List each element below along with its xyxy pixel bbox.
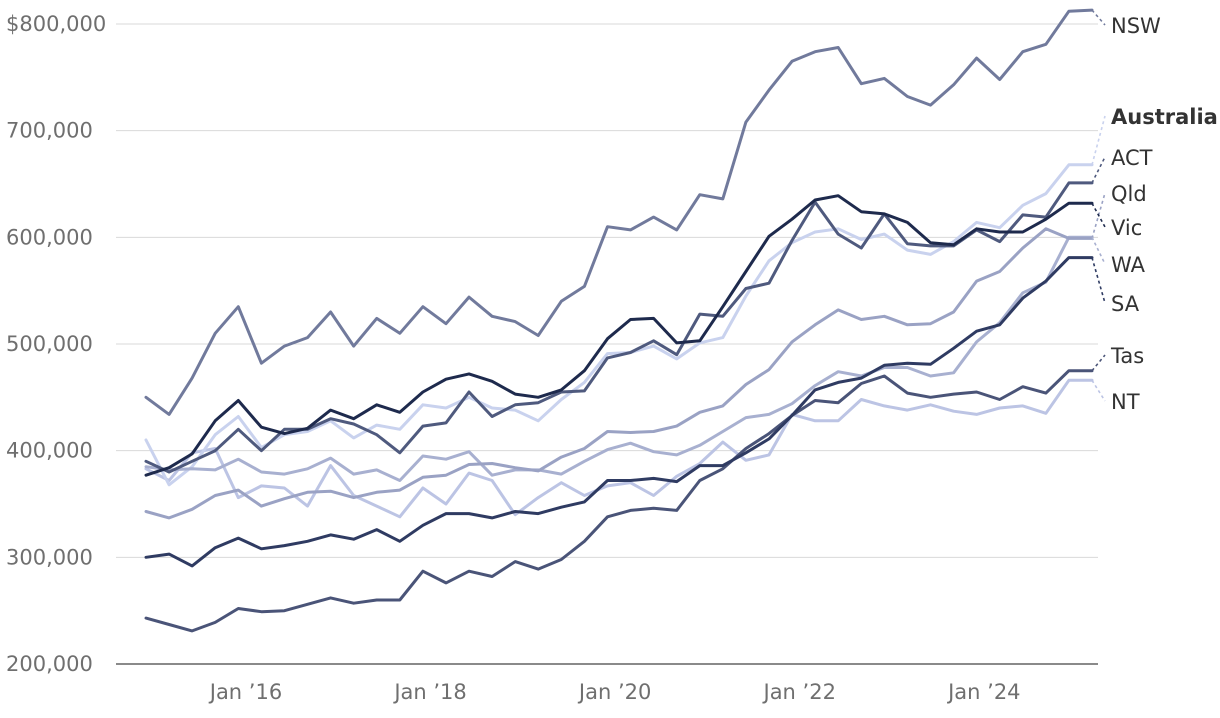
x-tick-label: Jan ’18: [392, 680, 466, 704]
leader-line-nsw: [1091, 9, 1106, 26]
leader-line-wa: [1091, 236, 1106, 265]
y-tick-label: $800,000: [6, 12, 106, 36]
series-lines: [144, 8, 1094, 633]
leader-line-qld: [1091, 192, 1106, 239]
series-label-vic: Vic: [1111, 216, 1142, 240]
series-label-nsw: NSW: [1111, 14, 1161, 38]
series-label-wa: WA: [1111, 253, 1146, 277]
leader-line-vic: [1091, 202, 1106, 228]
series-label-qld: Qld: [1111, 182, 1147, 206]
leader-line-sa: [1091, 257, 1106, 304]
series-line-sa: [144, 256, 1094, 568]
label-leaders: [1091, 9, 1106, 402]
x-tick-label: Jan ’16: [208, 680, 282, 704]
series-line-nsw: [144, 8, 1094, 416]
leader-line-australia: [1091, 115, 1106, 166]
series-line-nt: [144, 378, 1094, 519]
series-label-act: ACT: [1111, 146, 1153, 170]
y-tick-label: 600,000: [6, 225, 93, 249]
series-line-vic: [144, 194, 1094, 477]
leader-line-tas: [1091, 354, 1106, 372]
series-label-nt: NT: [1111, 390, 1140, 414]
leader-line-act: [1091, 156, 1106, 184]
y-tick-label: 300,000: [6, 545, 93, 569]
series-label-australia: Australia: [1111, 105, 1218, 129]
series-line-australia: [144, 163, 1094, 487]
x-tick-label: Jan ’20: [577, 680, 651, 704]
series-line-wa: [144, 235, 1094, 482]
series-line-tas: [144, 369, 1094, 633]
series-labels: NSW Australia ACT Qld Vic WA SA Tas NT: [1110, 14, 1218, 414]
y-axis-ticks: $800,000 700,000 600,000 500,000 400,000 300,…: [6, 12, 106, 676]
series-label-sa: SA: [1111, 292, 1140, 316]
grid-layer: [116, 23, 1098, 665]
x-tick-label: Jan ’24: [946, 680, 1020, 704]
y-tick-label: 500,000: [6, 332, 93, 356]
y-tick-label: 700,000: [6, 119, 93, 143]
y-tick-label: 200,000: [6, 652, 93, 676]
leader-line-nt: [1091, 379, 1106, 402]
y-tick-label: 400,000: [6, 439, 93, 463]
series-line-qld: [144, 227, 1094, 520]
x-tick-label: Jan ’22: [762, 680, 836, 704]
series-label-tas: Tas: [1110, 344, 1144, 368]
x-axis-ticks: Jan ’16 Jan ’18 Jan ’20 Jan ’22 Jan ’24: [208, 680, 1021, 704]
